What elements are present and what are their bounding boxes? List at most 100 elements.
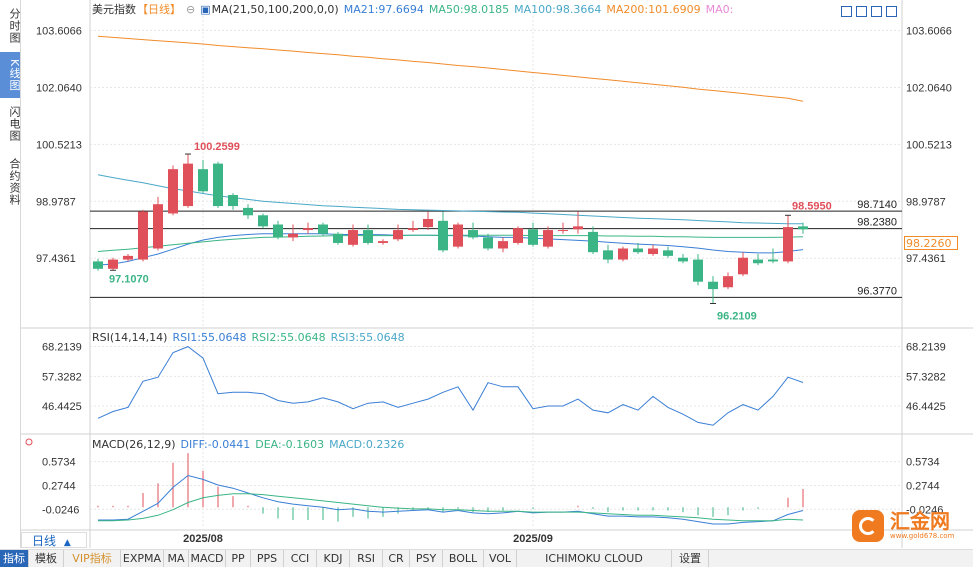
tab-settings[interactable]: 设置 (672, 550, 709, 567)
rsi3-legend: RSI3:55.0648 (330, 331, 405, 344)
macd-line-dea (98, 493, 804, 522)
chart-tools (841, 2, 901, 21)
macd-title: MACD(26,12,9) (92, 438, 176, 451)
macd-line-diff (98, 474, 804, 525)
candle-body (438, 220, 448, 251)
tab-pps[interactable]: PPS (251, 550, 284, 567)
move-icon[interactable] (841, 6, 852, 17)
candle-body (633, 248, 643, 253)
chart-type-icon[interactable]: ▣ (200, 3, 211, 16)
candle-body (648, 248, 658, 255)
price-tick-left: 97.4361 (36, 253, 76, 265)
tab-kdj[interactable]: KDJ (317, 550, 350, 567)
diff-legend: DIFF:-0.0441 (180, 438, 251, 451)
tab-psy[interactable]: PSY (410, 550, 443, 567)
price-grid (90, 16, 902, 528)
candle-body (348, 230, 358, 245)
tab-ichimoku-cloud[interactable]: ICHIMOKU CLOUD (517, 550, 672, 567)
macd-tick-left: 0.5734 (42, 457, 76, 469)
save-icon[interactable] (871, 6, 882, 17)
price-tick-right: 100.5213 (906, 139, 952, 151)
candles[interactable] (93, 154, 808, 304)
tab-rsi[interactable]: RSI (350, 550, 383, 567)
candle-body (693, 259, 703, 282)
macd-tick-right: 0.2744 (906, 480, 940, 492)
ma-params: MA(21,50,100,200,0,0) (211, 3, 339, 16)
tab-contract-info[interactable]: 合约资料 (8, 158, 21, 206)
price-tick-right: 98.9787 (906, 196, 946, 208)
candle-body (213, 163, 223, 207)
candle-body (333, 233, 343, 243)
tab-vol[interactable]: VOL (484, 550, 517, 567)
tab-vip-indicators[interactable]: VIP指标 (64, 550, 121, 567)
period-selector[interactable]: 日线 ▲ (21, 532, 87, 548)
rsi-tick-right: 68.2139 (906, 342, 946, 354)
horizontal-line-label: 98.7140 (857, 199, 897, 211)
fullscreen-icon[interactable] (886, 6, 897, 17)
tab-expma[interactable]: EXPMA (121, 550, 164, 567)
price-tick-right: 102.0640 (906, 82, 952, 94)
candle-body (543, 230, 553, 247)
rsi2-legend: RSI2:55.0648 (251, 331, 326, 344)
ma50-legend: MA50:98.0185 (428, 3, 510, 16)
candle-body (528, 229, 538, 245)
ma0-legend: MA0: (705, 3, 734, 16)
rsi-line-rsi1 (97, 346, 804, 426)
candle-body (753, 259, 763, 264)
candle-body (123, 255, 133, 260)
rsi-tick-left: 57.3282 (42, 371, 82, 383)
candle-body (258, 215, 268, 227)
side-tabs: 分时图 K线图 闪电图 合约资料 (0, 0, 21, 548)
tab-cr[interactable]: CR (383, 550, 410, 567)
tab-pp[interactable]: PP (226, 550, 251, 567)
candle-body (558, 230, 568, 232)
candle-body (603, 250, 613, 260)
logo-url: www.gold678.com (890, 532, 955, 540)
ma21-legend: MA21:97.6694 (343, 3, 424, 16)
macd-target-icon (25, 438, 33, 446)
chart-frame (20, 0, 973, 548)
current-price-tag: 98.2260 (904, 236, 958, 250)
gold678-logo: 汇金网 www.gold678.com (852, 510, 962, 542)
macd-plot (25, 438, 804, 525)
ma-line-ma200 (97, 35, 804, 102)
tab-timeshare[interactable]: 分时图 (8, 8, 21, 44)
candle-body (423, 218, 433, 228)
horizontal-line-label: 98.2380 (857, 217, 897, 229)
tab-indicators[interactable]: 指标 (0, 550, 29, 567)
tab-ma[interactable]: MA (164, 550, 189, 567)
chart-canvas[interactable]: 98.7140 98.2380 96.3770 97.4361 97.4361 98.9… (0, 0, 973, 548)
period-label: 日线 (32, 534, 57, 548)
horizontal-lines[interactable]: 98.7140 98.2380 96.3770 (90, 199, 902, 298)
candle-body (228, 194, 238, 207)
settings-icon[interactable]: ⊖ (186, 3, 196, 16)
candle-body (498, 241, 508, 249)
tab-cci[interactable]: CCI (284, 550, 317, 567)
price-tick-right: 103.6066 (906, 26, 952, 38)
price-tick-left: 98.9787 (36, 196, 76, 208)
rsi1-legend: RSI1:55.0648 (172, 331, 247, 344)
tab-flash-chart[interactable]: 闪电图 (8, 106, 21, 142)
tab-templates[interactable]: 模板 (29, 550, 64, 567)
high-annotation: 100.2599 (194, 141, 240, 153)
price-tick-left: 102.0640 (36, 82, 82, 94)
rsi-tick-left: 68.2139 (42, 342, 82, 354)
candle-body (183, 163, 193, 207)
tab-boll[interactable]: BOLL (443, 550, 484, 567)
candle-body (483, 237, 493, 249)
zoom-icon[interactable] (856, 6, 867, 17)
x-tick-label: 2025/09 (513, 533, 553, 545)
rsi-tick-right: 46.4425 (906, 401, 946, 413)
candle-body (468, 230, 478, 238)
rsi-title: RSI(14,14,14) (92, 331, 168, 344)
ma100-legend: MA100:98.3664 (514, 3, 602, 16)
tab-macd[interactable]: MACD (189, 550, 226, 567)
candle-body (288, 233, 298, 238)
candle-body (738, 257, 748, 275)
rsi-legend: RSI(14,14,14) RSI1:55.0648 RSI2:55.0648 RSI… (92, 331, 410, 344)
candle-body (318, 224, 328, 234)
candle-body (243, 207, 253, 216)
candle-body (798, 226, 808, 230)
tab-kline[interactable]: K线图 (0, 52, 21, 98)
macd-value-legend: MACD:0.2326 (329, 438, 405, 451)
